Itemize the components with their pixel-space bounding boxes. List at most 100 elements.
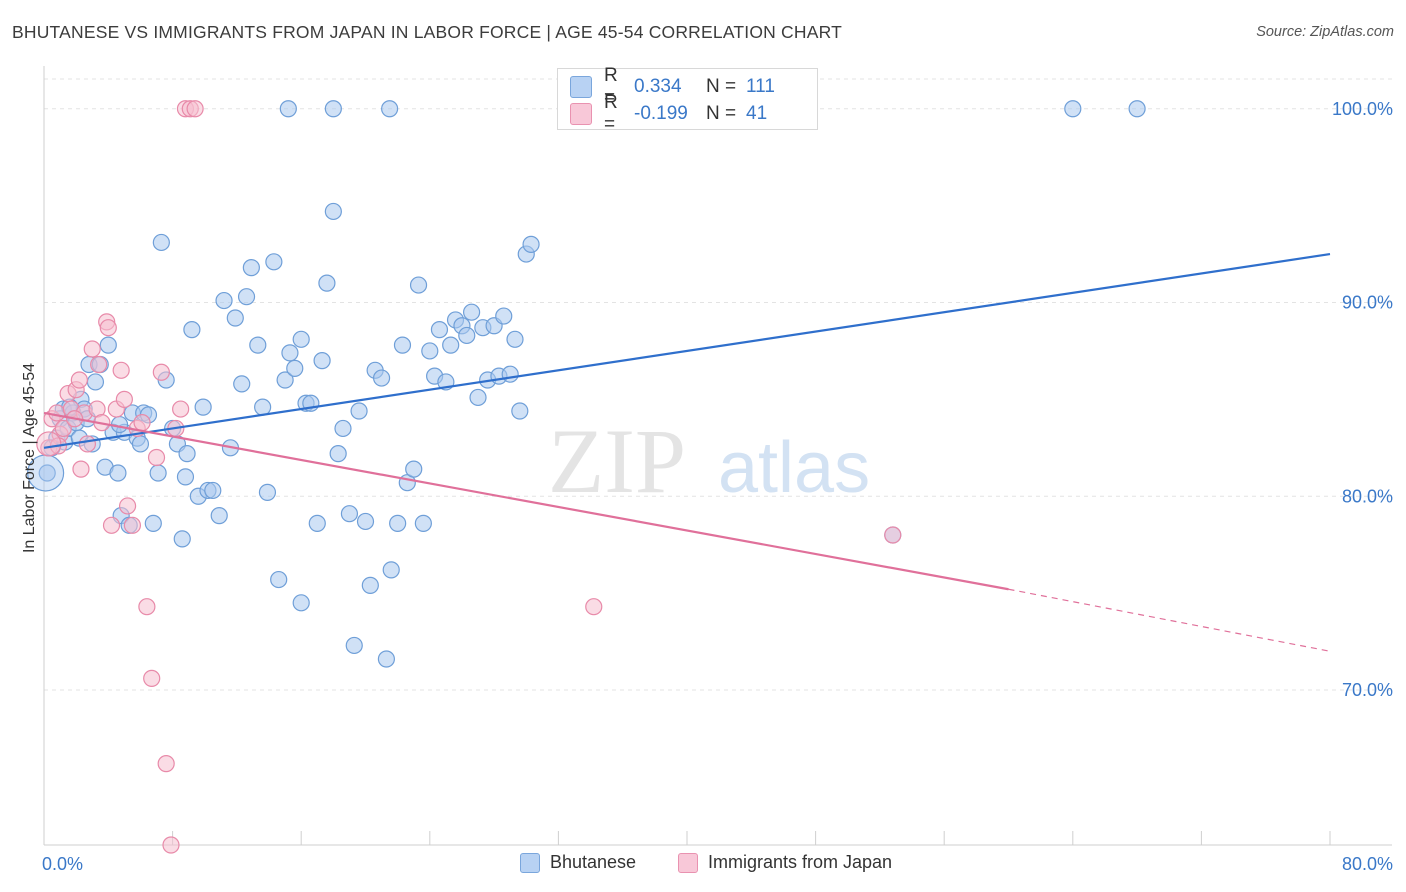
bhutanese-point bbox=[462, 303, 481, 321]
y-axis-label: In Labor Force | Age 45-54 bbox=[21, 362, 38, 554]
japan-point bbox=[90, 355, 108, 374]
bhutanese-point bbox=[522, 235, 540, 253]
x-tick-label: 80.0% bbox=[1342, 854, 1393, 874]
bhutanese-point bbox=[340, 505, 359, 523]
bhutanese-point bbox=[215, 291, 233, 310]
n-value: 41 bbox=[746, 103, 768, 124]
bhutanese-point bbox=[458, 326, 476, 345]
bhutanese-point bbox=[194, 398, 212, 416]
y-tick-label: 70.0% bbox=[1342, 680, 1393, 700]
legend-item-japan[interactable]: Immigrants from Japan bbox=[678, 852, 892, 873]
japan-point bbox=[118, 497, 137, 515]
bhutanese-point bbox=[276, 371, 294, 389]
bhutanese-point bbox=[372, 369, 391, 387]
bhutanese-point bbox=[258, 483, 277, 501]
n-label: N = bbox=[706, 76, 737, 97]
legend-swatch-blue bbox=[520, 852, 540, 873]
japan-point bbox=[147, 448, 166, 467]
bhutanese-point bbox=[183, 321, 201, 339]
japan-point bbox=[83, 340, 101, 358]
japan-point bbox=[138, 598, 156, 616]
bhutanese-point bbox=[281, 344, 299, 362]
r-value: -0.199 bbox=[634, 103, 688, 124]
y-tick-label: 90.0% bbox=[1342, 293, 1393, 313]
bhutanese-point bbox=[242, 259, 260, 277]
bhutanese-point bbox=[99, 336, 117, 354]
n-label: N = bbox=[706, 103, 737, 124]
y-tick-label: 100.0% bbox=[1332, 99, 1393, 119]
bhutanese-point bbox=[204, 481, 222, 500]
y-tick-label: 80.0% bbox=[1342, 486, 1393, 506]
japan-point bbox=[133, 414, 151, 432]
bhutanese-point bbox=[292, 594, 310, 612]
bhutanese-point bbox=[345, 636, 363, 655]
bhutanese-point bbox=[329, 445, 347, 463]
watermark-zip: ZIP bbox=[548, 410, 686, 512]
bhutanese-point bbox=[495, 307, 513, 325]
bhutanese-point bbox=[292, 330, 310, 348]
bhutanese-point bbox=[469, 388, 487, 407]
japan-point bbox=[186, 100, 204, 118]
bhutanese-point bbox=[226, 309, 244, 327]
bhutanese-point bbox=[173, 530, 191, 548]
bhutanese-point bbox=[210, 507, 228, 525]
bhutanese-point bbox=[1128, 100, 1146, 118]
japan-point bbox=[143, 669, 161, 687]
bhutanese-point bbox=[356, 512, 375, 531]
source-label: Source: ZipAtlas.com bbox=[1256, 24, 1394, 40]
bhutanese-trend-line bbox=[43, 252, 1331, 449]
japan-trend-line bbox=[43, 411, 1009, 591]
bhutanese-point bbox=[249, 336, 267, 354]
japan-point bbox=[54, 419, 72, 438]
r-value: 0.334 bbox=[634, 76, 682, 97]
bhutanese-point bbox=[389, 514, 407, 532]
japan-point bbox=[36, 431, 62, 457]
r-label: R = bbox=[604, 65, 618, 108]
bhutanese-point bbox=[86, 373, 105, 391]
bhutanese-point bbox=[361, 576, 379, 594]
bhutanese-point bbox=[176, 468, 195, 486]
bhutanese-point bbox=[409, 276, 428, 294]
bhutanese-point bbox=[308, 514, 326, 532]
japan-point bbox=[152, 363, 170, 381]
legend-item-bhutanese[interactable]: Bhutanese bbox=[520, 852, 636, 873]
stats-swatch-pink bbox=[570, 103, 592, 125]
bhutanese-point bbox=[318, 274, 336, 292]
stats-row-japan: R = -0.199 N = 41 bbox=[570, 92, 768, 135]
bhutanese-point bbox=[382, 561, 400, 579]
bhutanese-point bbox=[270, 570, 288, 589]
japan-point bbox=[884, 526, 902, 544]
bhutanese-point bbox=[254, 398, 272, 416]
bhutanese-point bbox=[131, 435, 150, 453]
bottom-legend: Bhutanese Immigrants from Japan bbox=[0, 852, 1406, 878]
stats-legend: R = 0.334 N = 111 R = -0.199 N = 41 bbox=[557, 65, 818, 135]
chart-title: BHUTANESE VS IMMIGRANTS FROM JAPAN IN LA… bbox=[12, 22, 843, 42]
bhutanese-point bbox=[324, 202, 342, 221]
watermark: ZIP atlas bbox=[548, 410, 870, 512]
bhutanese-point bbox=[501, 365, 519, 383]
legend-label: Bhutanese bbox=[550, 852, 637, 872]
bhutanese-point bbox=[265, 253, 283, 271]
bhutanese-point bbox=[286, 359, 304, 377]
bhutanese-point bbox=[442, 336, 460, 354]
bhutanese-point bbox=[38, 464, 56, 482]
japan-point bbox=[162, 836, 180, 854]
tick-labels: 70.0% 80.0% 90.0% 100.0% 0.0% 80.0% bbox=[42, 99, 1393, 874]
legend-label: Immigrants from Japan bbox=[708, 852, 893, 872]
japan-point bbox=[115, 390, 133, 408]
bhutanese-point bbox=[393, 336, 412, 354]
bhutanese-point bbox=[313, 352, 331, 370]
bhutanese-point bbox=[178, 445, 196, 463]
bhutanese-point bbox=[1064, 100, 1082, 118]
bhutanese-point bbox=[506, 330, 524, 348]
japan-point bbox=[172, 400, 190, 418]
bhutanese-point bbox=[430, 321, 449, 339]
n-value: 111 bbox=[746, 76, 775, 97]
japan-point bbox=[112, 361, 130, 379]
bhutanese-point bbox=[152, 233, 170, 252]
bhutanese-point bbox=[421, 342, 439, 360]
bhutanese-point bbox=[149, 464, 167, 482]
stats-row-bhutanese: R = 0.334 N = 111 bbox=[570, 65, 775, 108]
japan-point bbox=[72, 460, 90, 478]
japan-trend-extension bbox=[1008, 588, 1331, 652]
